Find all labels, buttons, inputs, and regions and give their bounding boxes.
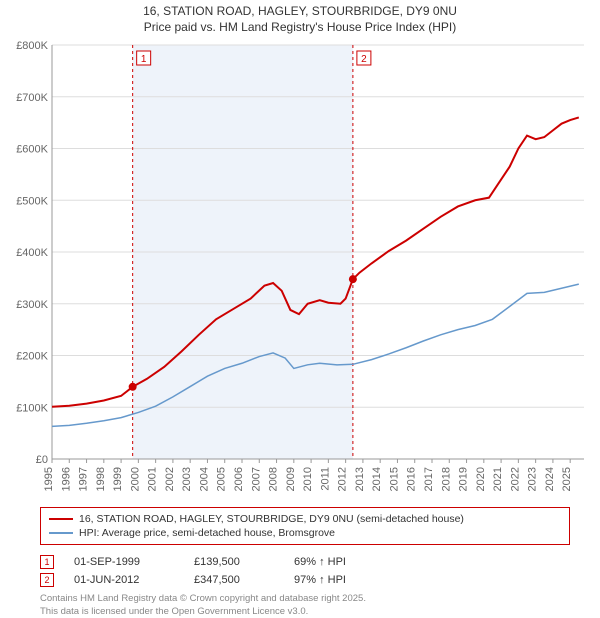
svg-text:2006: 2006 xyxy=(233,467,245,491)
transaction-hpi: 97% ↑ HPI xyxy=(294,574,374,586)
svg-text:2001: 2001 xyxy=(147,467,159,491)
svg-text:2020: 2020 xyxy=(475,467,487,491)
legend-item: HPI: Average price, semi-detached house,… xyxy=(49,526,561,540)
title-line-1: 16, STATION ROAD, HAGLEY, STOURBRIDGE, D… xyxy=(10,4,590,20)
svg-text:2014: 2014 xyxy=(371,467,383,491)
svg-text:2024: 2024 xyxy=(544,467,556,491)
transaction-marker: 1 xyxy=(40,555,54,569)
transaction-price: £139,500 xyxy=(194,556,274,568)
svg-text:2013: 2013 xyxy=(354,467,366,491)
legend-swatch xyxy=(49,532,73,534)
transaction-date: 01-SEP-1999 xyxy=(74,556,174,568)
svg-text:2: 2 xyxy=(361,54,367,65)
chart-container: 16, STATION ROAD, HAGLEY, STOURBRIDGE, D… xyxy=(0,0,600,560)
transaction-hpi: 69% ↑ HPI xyxy=(294,556,374,568)
svg-text:2009: 2009 xyxy=(285,467,297,491)
svg-text:£600K: £600K xyxy=(16,144,48,156)
svg-text:2017: 2017 xyxy=(423,467,435,491)
footer-line-1: Contains HM Land Registry data © Crown c… xyxy=(40,593,570,605)
svg-text:2000: 2000 xyxy=(129,467,141,491)
transaction-row: 2 01-JUN-2012 £347,500 97% ↑ HPI xyxy=(40,571,570,589)
svg-text:£400K: £400K xyxy=(16,247,48,259)
svg-text:£0: £0 xyxy=(36,454,48,466)
svg-text:2004: 2004 xyxy=(198,467,210,491)
svg-text:£700K: £700K xyxy=(16,92,48,104)
transaction-date: 01-JUN-2012 xyxy=(74,574,174,586)
svg-text:1995: 1995 xyxy=(43,467,55,491)
svg-text:2016: 2016 xyxy=(406,467,418,491)
svg-text:2005: 2005 xyxy=(216,467,228,491)
svg-text:2022: 2022 xyxy=(509,467,521,491)
title-line-2: Price paid vs. HM Land Registry's House … xyxy=(10,20,590,36)
svg-text:2008: 2008 xyxy=(268,467,280,491)
svg-text:2011: 2011 xyxy=(319,467,331,491)
svg-text:2025: 2025 xyxy=(561,467,573,491)
svg-text:2023: 2023 xyxy=(527,467,539,491)
svg-text:£500K: £500K xyxy=(16,195,48,207)
svg-text:1996: 1996 xyxy=(60,467,72,491)
legend: 16, STATION ROAD, HAGLEY, STOURBRIDGE, D… xyxy=(40,507,570,545)
svg-text:1998: 1998 xyxy=(95,467,107,491)
plot-area: £0 £100K £200K £300K £400K £500K £600K £700K £80… xyxy=(10,41,590,501)
legend-label: 16, STATION ROAD, HAGLEY, STOURBRIDGE, D… xyxy=(79,513,464,525)
transactions-table: 1 01-SEP-1999 £139,500 69% ↑ HPI 2 01-JUN-201… xyxy=(40,553,570,589)
svg-text:2003: 2003 xyxy=(181,467,193,491)
footer-line-2: This data is licensed under the Open Gov… xyxy=(40,606,570,618)
transaction-row: 1 01-SEP-1999 £139,500 69% ↑ HPI xyxy=(40,553,570,571)
legend-label: HPI: Average price, semi-detached house,… xyxy=(79,527,335,539)
svg-text:2021: 2021 xyxy=(492,467,504,491)
legend-item: 16, STATION ROAD, HAGLEY, STOURBRIDGE, D… xyxy=(49,512,561,526)
svg-text:£300K: £300K xyxy=(16,299,48,311)
transaction-price: £347,500 xyxy=(194,574,274,586)
svg-text:1999: 1999 xyxy=(112,467,124,491)
footer-attribution: Contains HM Land Registry data © Crown c… xyxy=(40,593,570,618)
svg-text:2010: 2010 xyxy=(302,467,314,491)
svg-text:1997: 1997 xyxy=(78,467,90,491)
svg-text:2015: 2015 xyxy=(388,467,400,491)
svg-text:2002: 2002 xyxy=(164,467,176,491)
svg-text:£200K: £200K xyxy=(16,351,48,363)
svg-text:2012: 2012 xyxy=(337,467,349,491)
svg-text:2019: 2019 xyxy=(458,467,470,491)
legend-swatch xyxy=(49,518,73,520)
plot-svg: £0 £100K £200K £300K £400K £500K £600K £700K £80… xyxy=(10,41,590,501)
transaction-marker: 2 xyxy=(40,573,54,587)
svg-text:£100K: £100K xyxy=(16,402,48,414)
svg-text:£800K: £800K xyxy=(16,41,48,52)
chart-titles: 16, STATION ROAD, HAGLEY, STOURBRIDGE, D… xyxy=(0,0,600,37)
svg-text:1: 1 xyxy=(141,54,147,65)
svg-text:2007: 2007 xyxy=(250,467,262,491)
svg-text:2018: 2018 xyxy=(440,467,452,491)
